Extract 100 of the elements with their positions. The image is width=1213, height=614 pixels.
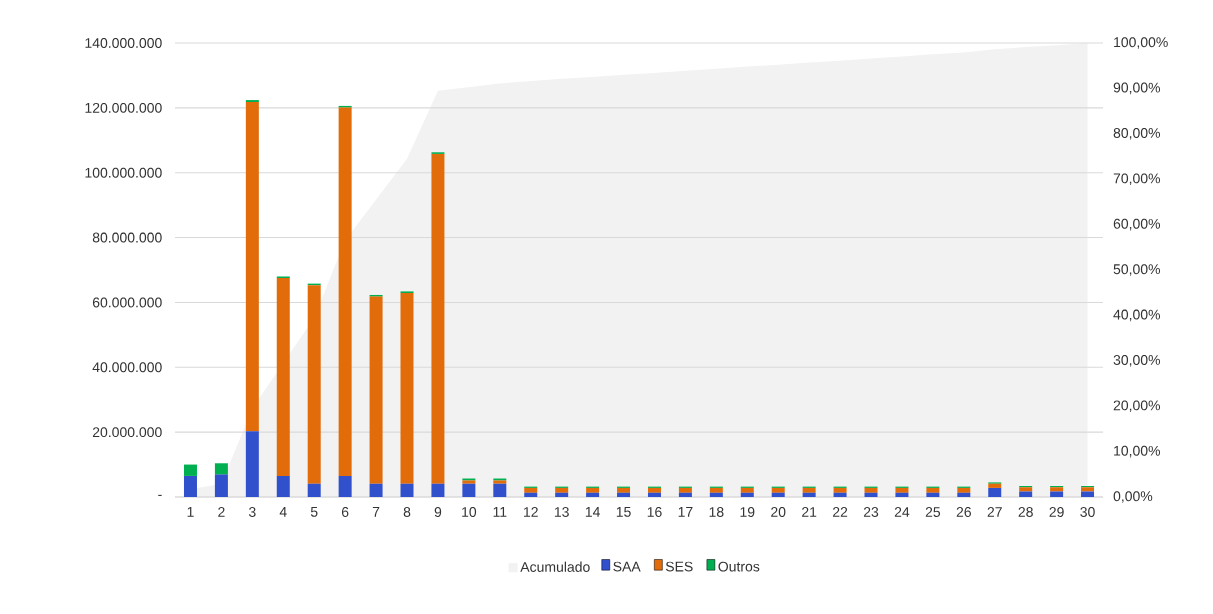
x-tick-label: 18 [709, 507, 724, 517]
x-tick-label: 27 [987, 507, 1002, 517]
bar [338, 107, 352, 476]
bar [214, 474, 228, 497]
x-tick-label: 10 [462, 507, 477, 517]
x-tick-label: 20 [771, 507, 786, 517]
bar [1081, 487, 1095, 492]
bar [555, 492, 569, 497]
bar [493, 483, 507, 497]
legend-label: Outros [718, 561, 760, 572]
x-tick-label: 23 [863, 507, 879, 517]
x-tick-label: 8 [403, 507, 411, 517]
x-tick-label: 7 [372, 507, 380, 517]
bar [678, 487, 692, 493]
x-tick-label: 12 [524, 507, 538, 517]
y2-tick-label: 60,00% [1113, 218, 1161, 231]
bar [245, 102, 259, 432]
bar [957, 492, 971, 497]
bar [276, 278, 290, 476]
x-tick-label: 24 [894, 507, 910, 517]
legend-label: SES [665, 561, 693, 572]
x-tick-label: 3 [248, 507, 256, 517]
legend-label: SAA [613, 561, 641, 572]
y-tick-label: 100.000.000 [85, 167, 162, 178]
bar [709, 487, 723, 493]
bar [1019, 491, 1033, 497]
bar [183, 464, 197, 476]
x-tick-label: 30 [1080, 507, 1095, 517]
bar [524, 492, 538, 497]
y2-tick-label: 100,00% [1114, 37, 1168, 49]
x-tick-label: 5 [310, 507, 318, 517]
bar [617, 492, 631, 497]
bar [1081, 491, 1095, 497]
x-tick-label: 22 [833, 507, 848, 517]
bar [555, 487, 569, 493]
x-tick-label: 13 [554, 507, 569, 517]
bar [895, 492, 909, 497]
x-tick-label: 28 [1018, 507, 1033, 517]
x-tick-label: 21 [802, 507, 817, 517]
bar [926, 487, 940, 493]
y2-tick-label: 40,00% [1113, 309, 1161, 322]
x-tick-label: 25 [925, 507, 941, 517]
x-tick-label: 15 [616, 507, 631, 517]
x-tick-label: 14 [585, 507, 600, 517]
x-tick-label: 17 [678, 507, 693, 517]
bar [647, 487, 661, 493]
bar [524, 487, 538, 493]
bar [338, 475, 352, 497]
x-tick-label: 16 [647, 507, 662, 517]
bar [802, 487, 816, 493]
bar [245, 431, 259, 497]
bar [183, 475, 197, 497]
bar [369, 483, 383, 497]
y2-tick-label: 10,00% [1114, 445, 1161, 458]
bar [431, 153, 445, 484]
bar [214, 463, 228, 475]
bar [771, 492, 785, 497]
x-tick-label: 9 [434, 507, 442, 517]
y-tick-label: 60.000.000 [92, 297, 162, 308]
bar [276, 475, 290, 497]
bar [400, 293, 414, 484]
bar [462, 483, 476, 497]
y-tick-label: 120.000.000 [85, 102, 162, 113]
bar [802, 492, 816, 497]
bar [1019, 487, 1033, 492]
x-tick-label: 1 [187, 507, 194, 517]
bar [926, 492, 940, 497]
bar [1050, 491, 1064, 497]
bar [957, 487, 971, 493]
bar [833, 487, 847, 493]
y2-tick-label: 80,00% [1113, 128, 1161, 140]
bar [586, 487, 600, 493]
bar [586, 492, 600, 497]
y2-tick-label: 0,00% [1113, 491, 1153, 503]
bar [1050, 487, 1064, 492]
x-tick-label: 4 [279, 507, 287, 517]
bar [895, 487, 909, 493]
bar [431, 483, 445, 497]
bar [307, 285, 321, 484]
bar [369, 296, 383, 484]
bar [617, 487, 631, 493]
y-tick-label: 140.000.000 [85, 38, 162, 48]
x-tick-label: 29 [1049, 507, 1064, 517]
y2-tick-label: 90,00% [1113, 82, 1161, 95]
legend-label: Acumulado [520, 561, 590, 572]
bar [740, 487, 754, 493]
y2-tick-label: 50,00% [1113, 264, 1161, 276]
y-tick-label: 20.000.000 [92, 427, 162, 438]
bar [740, 492, 754, 497]
bar [864, 492, 878, 497]
y2-tick-label: 70,00% [1113, 173, 1161, 185]
y-tick-label: - [158, 494, 162, 496]
x-tick-label: 2 [218, 507, 225, 517]
bar [400, 483, 414, 497]
bar [988, 487, 1002, 497]
bar [988, 483, 1002, 488]
y2-tick-label: 30,00% [1113, 355, 1161, 367]
bar [771, 487, 785, 493]
bar [678, 492, 692, 497]
bar [864, 487, 878, 493]
